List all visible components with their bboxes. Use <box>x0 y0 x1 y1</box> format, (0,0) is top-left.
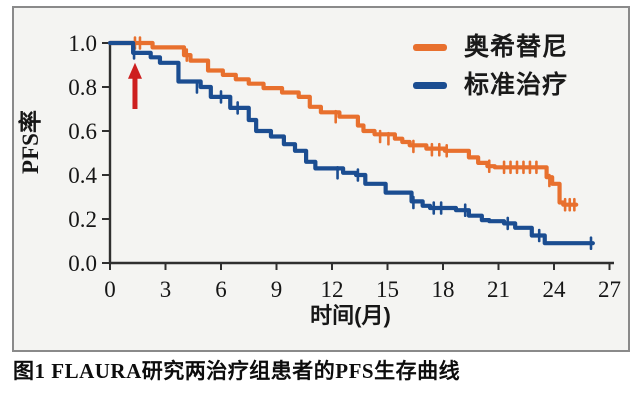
x-tick-label: 24 <box>543 277 567 302</box>
figure-panel: 1.0 0.8 0.6 0.4 0.2 0.0 0 3 6 9 12 15 18 21 24 27 时间(月) P… <box>12 6 630 352</box>
x-tick-label: 12 <box>321 277 344 302</box>
x-axis-title: 时间(月) <box>310 303 391 328</box>
y-tick-label: 0.6 <box>68 119 97 144</box>
x-tick-label: 3 <box>160 277 172 302</box>
legend-label-standard-treatment: 标准治疗 <box>464 71 569 99</box>
x-tick-label: 18 <box>432 277 455 302</box>
up-arrow-head-icon <box>127 62 142 79</box>
legend: 奥希替尼 标准治疗 <box>413 32 568 101</box>
survival-curve-standard-treatment <box>107 40 595 246</box>
y-tick-label: 0.0 <box>68 251 97 276</box>
x-tick-label: 6 <box>215 277 227 302</box>
legend-swatch-standard-treatment-icon <box>413 82 447 89</box>
y-tick-label: 0.4 <box>68 163 97 188</box>
x-tick-label: 15 <box>376 277 399 302</box>
legend-swatch-osimertinib-icon <box>413 44 447 51</box>
figure-caption: 图1 FLAURA研究两治疗组患者的PFS生存曲线 <box>13 359 461 383</box>
survival-curve-osimertinib <box>107 40 579 207</box>
x-tick-label: 21 <box>487 277 510 302</box>
y-tick-label: 0.8 <box>68 75 97 100</box>
x-tick-label: 9 <box>271 277 283 302</box>
x-tick-label: 0 <box>104 277 116 302</box>
y-axis-title: PFS率 <box>17 110 43 174</box>
legend-label-osimertinib: 奥希替尼 <box>464 33 569 61</box>
pfs-chart: 1.0 0.8 0.6 0.4 0.2 0.0 0 3 6 9 12 15 18 21 24 27 时间(月) P… <box>17 31 621 328</box>
x-tick-label: 27 <box>598 277 621 302</box>
legend-item-standard-treatment: 标准治疗 <box>413 70 568 101</box>
y-tick-label: 1.0 <box>68 31 97 56</box>
y-tick-label: 0.2 <box>68 207 97 232</box>
legend-item-osimertinib: 奥希替尼 <box>413 32 568 63</box>
